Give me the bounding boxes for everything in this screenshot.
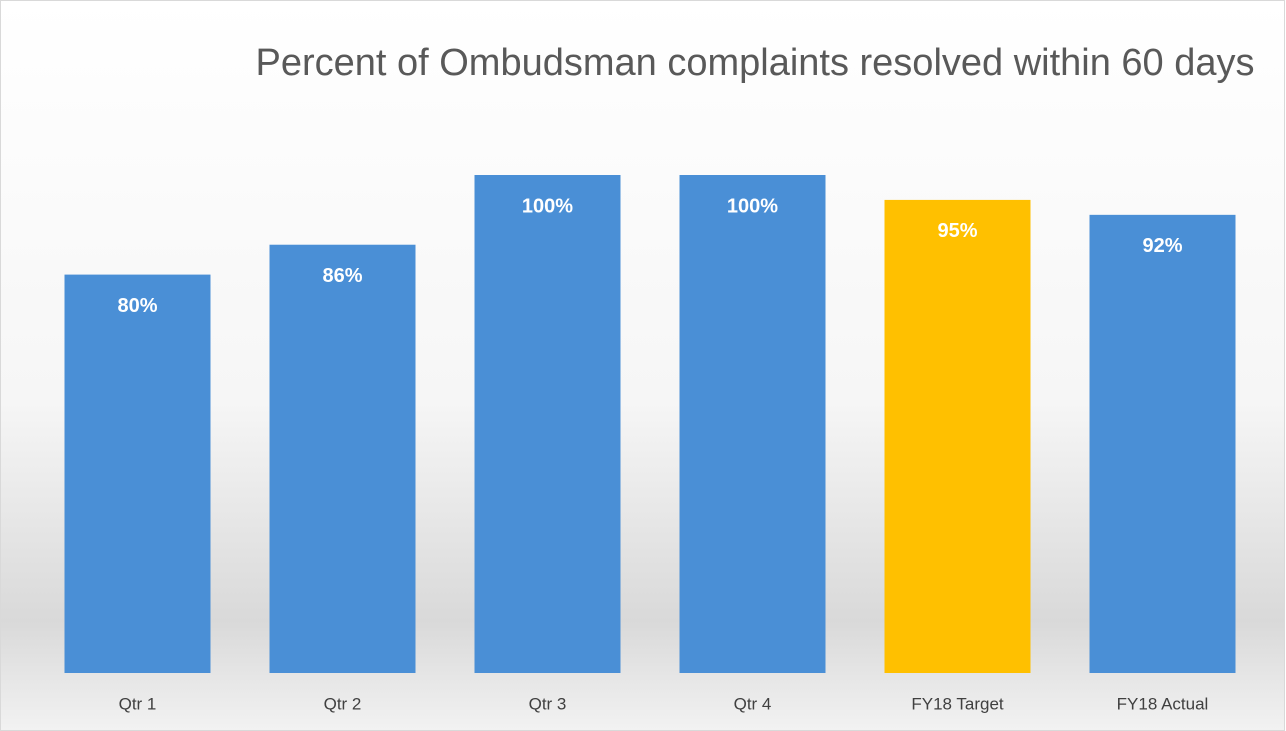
value-label: 95% bbox=[937, 220, 977, 242]
x-tick-label: Qtr 3 bbox=[529, 694, 567, 713]
bar bbox=[884, 199, 1031, 673]
value-label: 100% bbox=[727, 195, 778, 217]
value-label: 92% bbox=[1142, 235, 1182, 257]
bar bbox=[269, 244, 416, 673]
bar bbox=[474, 175, 621, 673]
x-tick-label: FY18 Actual bbox=[1117, 694, 1209, 713]
bar bbox=[679, 175, 826, 673]
value-label: 80% bbox=[117, 295, 157, 317]
value-label: 100% bbox=[522, 195, 573, 217]
x-tick-label: Qtr 2 bbox=[324, 694, 362, 713]
chart-title: Percent of Ombudsman complaints resolved… bbox=[255, 42, 1255, 84]
x-tick-label: FY18 Target bbox=[911, 694, 1004, 713]
bar bbox=[1089, 214, 1236, 673]
bar bbox=[64, 274, 211, 673]
x-tick-label: Qtr 4 bbox=[734, 694, 772, 713]
x-tick-label: Qtr 1 bbox=[119, 694, 157, 713]
value-label: 86% bbox=[322, 265, 362, 287]
